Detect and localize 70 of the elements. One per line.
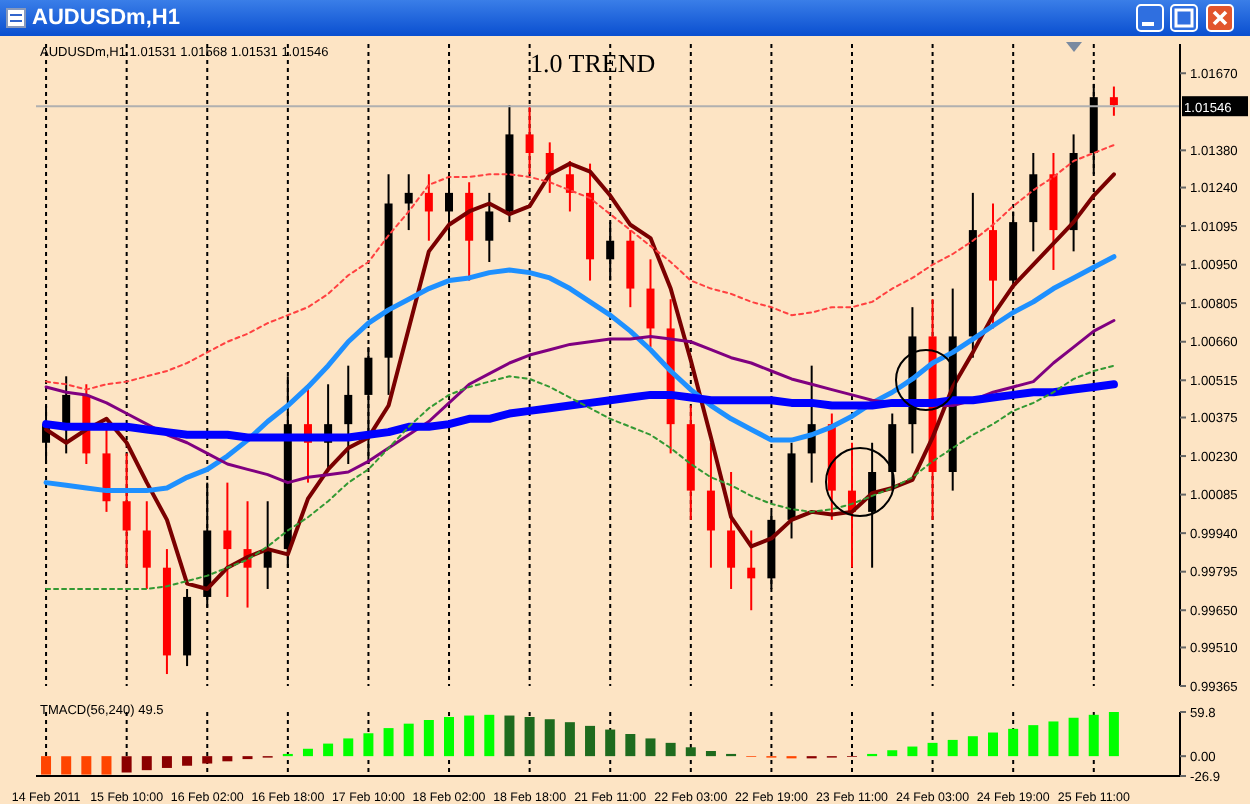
line-series [43,254,1117,494]
candlestick [706,441,715,569]
bar [182,756,193,766]
bar [484,714,495,757]
bar [343,738,354,757]
candlestick [565,159,574,213]
bar [383,728,394,757]
bar [988,732,998,757]
bar [121,756,132,773]
line-series [42,380,1118,442]
bar [101,756,112,775]
bar [564,722,575,757]
candlestick [888,412,897,492]
candlestick [1109,85,1118,117]
candlestick [626,229,635,309]
bar [222,756,233,762]
bar [363,733,374,757]
bar [161,756,172,768]
line-series [44,318,1116,485]
bar [1068,717,1079,757]
bar [302,748,313,757]
candlestick [545,141,554,194]
candlestick [62,375,71,455]
bar [544,719,555,757]
candlestick [122,452,131,569]
candlestick [223,481,232,598]
bar [887,750,898,757]
bar [61,756,72,775]
bar [645,738,656,757]
bar [927,742,938,757]
bar [625,734,636,757]
candlestick [646,258,655,349]
bar [464,715,475,757]
bar [444,717,454,757]
candlestick [747,529,756,612]
bar [1028,725,1039,757]
bar [1088,714,1099,757]
candlestick [142,500,151,590]
bar [504,715,515,757]
bar [705,750,716,757]
bar [1008,728,1019,757]
bar [907,746,918,757]
candlestick [404,173,413,232]
bar [323,743,334,757]
bar [524,717,535,757]
line-series [45,364,1115,590]
line-series [45,144,1115,391]
bar [1108,712,1119,757]
candlestick [1029,151,1038,253]
bar [81,756,92,775]
bar [947,739,958,757]
bar [585,725,596,757]
chart-title: 1.0 TREND [530,48,656,80]
bar [605,729,616,757]
bar [141,756,152,771]
bar [41,756,52,775]
bar [1048,721,1059,757]
candlestick [465,181,474,282]
bar [665,742,676,757]
text: AUDUSDm,H1 [32,6,180,30]
bar [967,736,978,757]
candlestick [485,191,494,263]
candlestick [424,173,433,242]
candlestick [525,104,534,176]
bar [685,747,696,757]
bar [423,719,434,757]
bar [202,756,213,764]
candlestick [344,364,353,466]
candlestick [727,471,736,590]
bar [403,723,414,757]
